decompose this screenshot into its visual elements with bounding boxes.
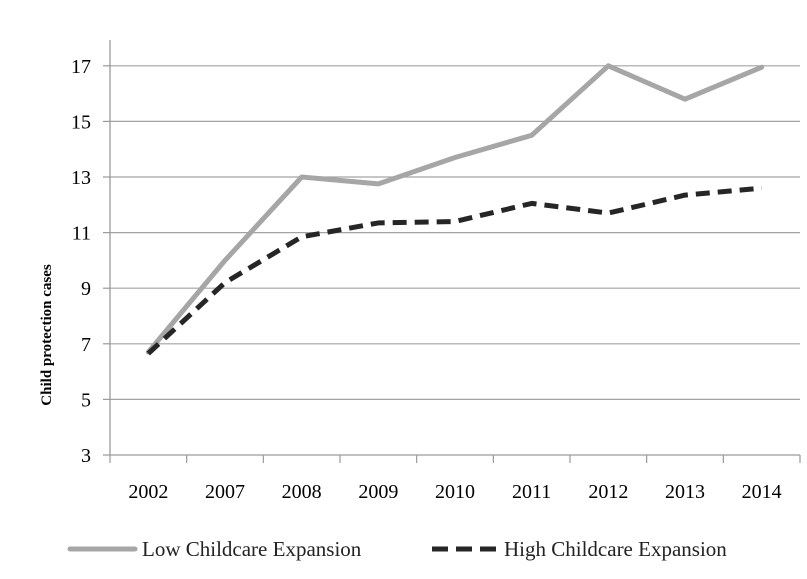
x-tick-label: 2009 [358,481,398,503]
y-tick-label: 5 [81,389,91,411]
series-lines [145,63,765,356]
x-tick-label: 2012 [588,481,628,503]
gridlines [110,65,800,400]
y-tick-label: 15 [71,111,91,133]
series-line-low-childcare [145,63,765,355]
axes [103,40,801,463]
y-tick-label: 11 [72,223,91,245]
x-tick-label: 2002 [128,481,168,503]
x-tick-label: 2011 [512,481,551,503]
tick-labels: 3 5 7 9 11 13 15 17 2002 2007 2008 2009 2010 2011 2012… [71,56,782,503]
y-tick-label: 17 [71,56,91,78]
y-tick-label: 13 [71,167,91,189]
legend-label: High Childcare Expansion [504,537,727,561]
y-axis-label: Child protection cases [39,264,55,406]
legend: Low Childcare Expansion High Childcare Ex… [67,537,727,561]
series-line-high-childcare [146,185,762,356]
y-tick-label: 3 [81,445,91,467]
legend-label: Low Childcare Expansion [142,537,362,561]
x-tick-label: 2008 [282,481,322,503]
x-tick-label: 2007 [205,481,245,503]
y-tick-label: 9 [81,278,91,300]
x-tick-label: 2010 [435,481,475,503]
x-tick-label: 2014 [742,481,782,503]
x-tick-label: 2013 [665,481,705,503]
y-tick-label: 7 [81,334,91,356]
